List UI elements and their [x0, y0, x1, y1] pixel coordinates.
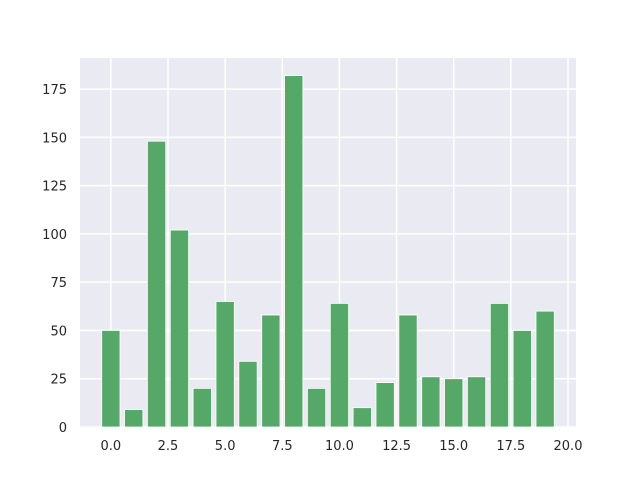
x-tick-label: 20.0 — [554, 439, 583, 454]
y-tick-label: 25 — [50, 373, 67, 388]
x-tick-label: 2.5 — [158, 439, 179, 454]
bar — [307, 387, 327, 428]
y-axis-ticks: 0 25 50 75 100 125 150 175 — [42, 83, 67, 436]
bar — [192, 387, 212, 428]
y-tick-label: 125 — [42, 180, 67, 195]
y-tick-label: 50 — [50, 324, 67, 339]
x-tick-label: 5.0 — [215, 439, 236, 454]
y-tick-label: 150 — [42, 131, 67, 146]
bar — [375, 382, 395, 428]
bar — [512, 330, 532, 428]
bar — [284, 75, 304, 428]
y-tick-label: 0 — [59, 421, 67, 436]
x-tick-label: 15.0 — [439, 439, 468, 454]
y-tick-label: 100 — [42, 228, 67, 243]
x-tick-label: 17.5 — [496, 439, 525, 454]
bar — [329, 303, 349, 428]
bar — [124, 409, 144, 428]
bar — [352, 407, 372, 428]
bar — [489, 303, 509, 428]
bars — [101, 75, 555, 428]
bar — [238, 360, 258, 428]
bar — [467, 376, 487, 428]
bar — [535, 310, 555, 428]
bar — [261, 314, 281, 428]
bar — [444, 378, 464, 428]
bar — [421, 376, 441, 428]
x-tick-label: 7.5 — [272, 439, 293, 454]
x-tick-label: 10.0 — [325, 439, 354, 454]
x-axis-ticks: 0.0 2.5 5.0 7.5 10.0 12.5 15.0 17.5 20.0 — [101, 439, 583, 454]
bar — [101, 330, 121, 428]
bar — [169, 229, 189, 428]
bar — [215, 301, 235, 428]
x-tick-label: 12.5 — [382, 439, 411, 454]
x-tick-label: 0.0 — [101, 439, 122, 454]
y-tick-label: 75 — [50, 276, 67, 291]
bar — [147, 140, 167, 428]
bar — [398, 314, 418, 428]
y-tick-label: 175 — [42, 83, 67, 98]
